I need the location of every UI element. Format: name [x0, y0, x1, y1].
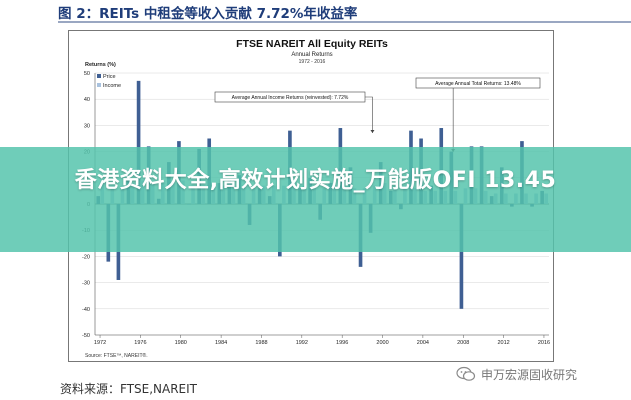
x-tick-label: 2012 — [497, 340, 509, 346]
legend-label: Income — [103, 83, 121, 89]
overlay-banner: 香港资料大全,高效计划实施_万能版OFI 13.45 — [0, 147, 631, 252]
y-tick-label: -40 — [82, 307, 90, 313]
y-tick-label: -50 — [82, 333, 90, 339]
x-tick-label: 2000 — [376, 340, 388, 346]
title-divider — [58, 21, 631, 23]
legend-swatch — [97, 74, 101, 78]
y-axis-label: Returns (%) — [85, 62, 116, 68]
watermark-text: 申万宏源固收研究 — [481, 367, 578, 382]
chart-title: FTSE NAREIT All Equity REITs — [236, 38, 388, 50]
x-tick-label: 2008 — [457, 340, 469, 346]
watermark: 申万宏源固收研究 — [456, 364, 577, 384]
x-tick-label: 1980 — [175, 340, 187, 346]
annotation-text: Average Annual Income Returns (reinveste… — [232, 95, 349, 101]
chart-years-range: 1972 - 2016 — [299, 59, 326, 65]
annotations: Average Annual Income Returns (reinveste… — [214, 77, 541, 152]
chart-source-note: Source: FTSE™, NAREIT®. — [85, 352, 148, 359]
y-tick-label: -20 — [82, 254, 90, 260]
annotation-leader — [365, 96, 373, 133]
legend: Price Income — [97, 74, 121, 89]
legend-label: Price — [103, 74, 116, 80]
y-tick-label: 30 — [84, 123, 90, 129]
chart-subtitle: Annual Returns — [291, 52, 332, 58]
bar-price-1976 — [136, 80, 141, 204]
y-tick-label: -30 — [82, 281, 90, 287]
y-tick-label: 40 — [84, 97, 90, 103]
x-tick-label: 1972 — [94, 340, 106, 346]
x-tick-label: 1996 — [336, 340, 348, 346]
x-tick-label: 2004 — [417, 340, 429, 346]
wechat-icon — [456, 366, 476, 381]
y-tick-label: 50 — [84, 71, 90, 77]
x-tick-label: 2016 — [538, 340, 550, 346]
x-tick-label: 1976 — [134, 340, 146, 346]
banner-text: 香港资料大全,高效计划实施_万能版OFI 13.45 — [74, 168, 557, 193]
figure-title: 图 2：REITs 中租金等收入贡献 7.72%年收益率 — [58, 6, 358, 22]
x-tick-label: 1992 — [296, 340, 308, 346]
x-tick-label: 1988 — [255, 340, 267, 346]
bar-price-2008 — [459, 204, 464, 309]
annotation-arrowhead — [370, 130, 375, 133]
legend-swatch — [97, 83, 101, 87]
annotation-box — [415, 77, 541, 89]
figure-source: 资料来源：FTSE,NAREIT — [60, 382, 198, 396]
x-tick-label: 1984 — [215, 340, 227, 346]
annotation-text: Average Annual Total Returns: 13.48% — [435, 81, 521, 87]
